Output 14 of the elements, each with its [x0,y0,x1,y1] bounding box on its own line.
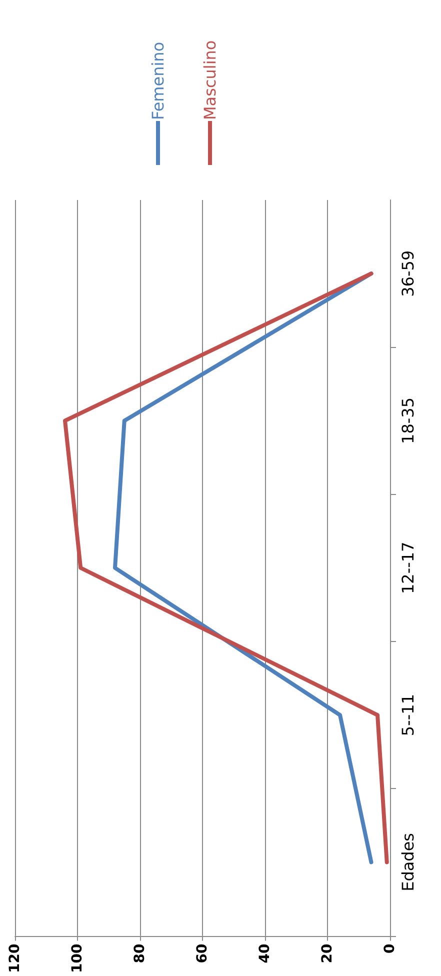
x-tick-label: 80 [132,944,148,964]
y-tick-label: Edades [398,832,418,892]
x-tick-label: 120 [7,944,23,974]
y-tick-label: 12--17 [398,542,418,594]
x-tick-label: 40 [257,944,273,964]
x-tick-label: 20 [320,944,336,964]
y-tick-label: 36-59 [398,250,418,297]
x-tick-label: 0 [382,944,398,954]
x-tick-label: 60 [194,944,210,964]
text: Masculino [200,40,220,120]
y-tick-label: 18-35 [398,397,418,444]
text: Femenino [148,42,168,120]
x-tick-label: 100 [70,944,86,974]
y-tick-label: 5--11 [398,694,418,736]
